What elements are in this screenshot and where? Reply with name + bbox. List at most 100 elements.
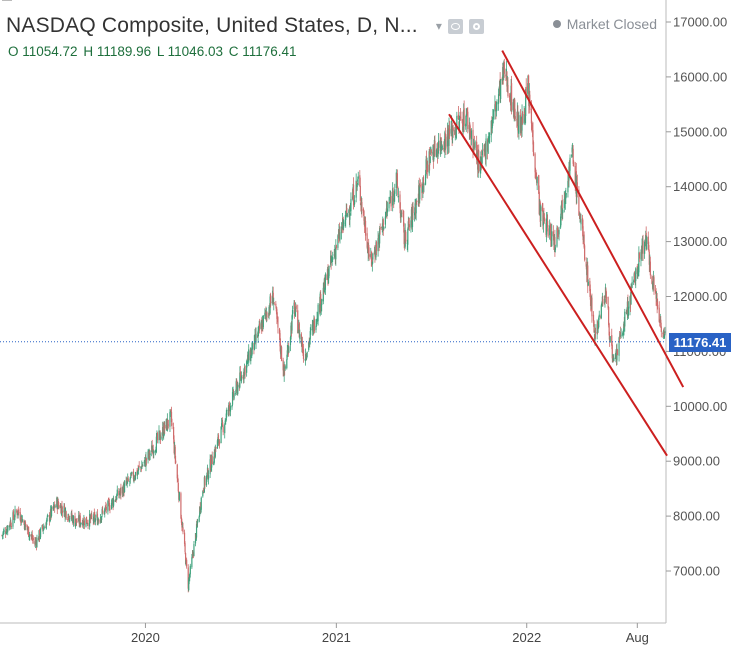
candle-body xyxy=(10,521,12,526)
trend-channel[interactable] xyxy=(448,50,685,457)
candle-body xyxy=(205,475,208,486)
candle-body xyxy=(288,346,290,353)
candle-body xyxy=(546,220,549,228)
candle-body xyxy=(213,451,215,463)
candle-body xyxy=(450,128,452,134)
candle-body xyxy=(42,525,44,530)
candle-body xyxy=(429,156,431,164)
candle-body xyxy=(309,338,311,344)
eye-icon[interactable] xyxy=(447,18,463,34)
candle-body xyxy=(75,518,78,523)
candle-body xyxy=(264,312,266,317)
candle-body xyxy=(58,504,60,509)
gear-icon[interactable] xyxy=(468,18,484,34)
candle-body xyxy=(517,112,519,131)
channel-trendline[interactable] xyxy=(448,113,668,457)
candle-body xyxy=(647,236,649,244)
candle-body xyxy=(536,176,538,184)
candle-body xyxy=(189,565,191,575)
candle-body xyxy=(130,474,132,476)
candle-body xyxy=(156,433,159,441)
candle-body xyxy=(191,557,193,568)
candle-body xyxy=(514,116,516,119)
candle-body xyxy=(291,315,293,331)
candle-body xyxy=(178,492,180,501)
candle-body xyxy=(155,436,157,453)
candle-body xyxy=(94,518,96,522)
y-tick-label: 16000.00 xyxy=(673,69,727,84)
candle-body xyxy=(39,528,42,538)
candle-body xyxy=(344,222,346,224)
candle-body xyxy=(175,460,177,463)
candle-body xyxy=(48,514,51,522)
candle-body xyxy=(64,509,66,518)
candle-body xyxy=(556,227,559,231)
candle-body xyxy=(272,292,274,305)
candle-body xyxy=(46,518,48,522)
candle-body xyxy=(24,520,26,531)
candle-body xyxy=(16,511,18,516)
candle-body xyxy=(359,175,361,187)
candle-body xyxy=(458,117,461,130)
candle-body xyxy=(36,537,38,548)
candle-body xyxy=(250,350,252,362)
candle-body xyxy=(53,504,55,509)
candle-body xyxy=(79,515,81,526)
candle-body xyxy=(105,507,107,510)
candle-body xyxy=(648,245,650,251)
candle-body xyxy=(207,475,210,480)
candle-body xyxy=(363,211,365,221)
candle-body xyxy=(294,312,296,315)
candle-body xyxy=(421,183,423,194)
candle-body xyxy=(339,232,341,240)
candle-body xyxy=(663,331,665,337)
candle-body xyxy=(551,231,553,247)
candle-body xyxy=(302,349,305,359)
chevron-down-icon[interactable]: ▾ xyxy=(435,19,442,33)
candle-body xyxy=(593,321,595,332)
close-value: C 11176.41 xyxy=(228,44,297,59)
candle-body xyxy=(45,521,47,529)
candle-body xyxy=(423,183,425,185)
candle-body xyxy=(14,509,16,518)
candle-body xyxy=(335,246,337,260)
candle-body xyxy=(489,136,491,138)
candle-body xyxy=(412,206,414,214)
candle-body xyxy=(627,306,630,316)
candle-body xyxy=(491,120,493,129)
candle-body xyxy=(547,228,549,237)
candle-body xyxy=(430,149,432,154)
candle-body xyxy=(321,299,323,306)
candle-body xyxy=(400,212,403,216)
candle-body xyxy=(169,411,171,427)
candle-body xyxy=(10,526,12,527)
candle-body xyxy=(488,138,490,143)
candle-body xyxy=(282,360,284,371)
candle-body xyxy=(490,120,492,136)
candle-body xyxy=(357,179,359,182)
candle-body xyxy=(137,469,139,471)
candle-body xyxy=(76,521,78,523)
channel-trendline[interactable] xyxy=(501,50,685,388)
candle-body xyxy=(659,320,661,323)
y-tick-label: 12000.00 xyxy=(673,289,727,304)
candle-body xyxy=(225,420,227,422)
candle-body xyxy=(297,330,299,334)
candle-body xyxy=(638,252,640,273)
candle-body xyxy=(268,307,270,317)
candle-body xyxy=(655,290,657,299)
candle-body xyxy=(630,285,632,305)
candle-body xyxy=(560,216,562,228)
candle-body xyxy=(280,346,283,361)
candle-body xyxy=(562,210,564,214)
candle-body xyxy=(72,516,75,524)
chart-title[interactable]: NASDAQ Composite, United States, D, N... xyxy=(6,14,418,37)
candle-body xyxy=(397,195,400,198)
candle-body xyxy=(202,489,204,492)
candle-body xyxy=(607,297,609,308)
candle-body xyxy=(222,426,224,433)
candle-body xyxy=(616,349,619,356)
candle-body xyxy=(589,288,591,300)
candle-body xyxy=(600,305,602,318)
